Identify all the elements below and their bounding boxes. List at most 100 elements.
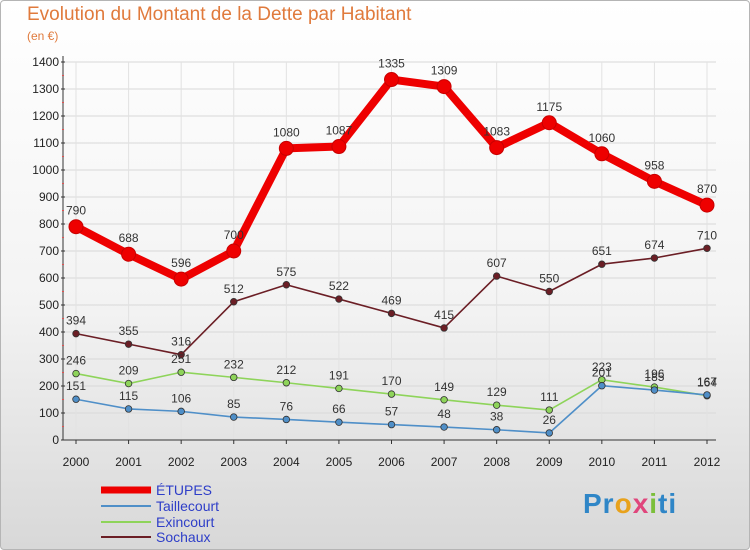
x-tick-label: 2008 xyxy=(483,455,510,469)
data-point xyxy=(492,401,501,409)
y-tick-label: 1200 xyxy=(32,109,59,123)
data-label: 115 xyxy=(119,389,138,403)
y-tick-label: 100 xyxy=(39,406,59,420)
data-point xyxy=(387,390,396,398)
data-point xyxy=(598,260,606,268)
data-label: 415 xyxy=(434,308,454,322)
data-point xyxy=(545,287,553,296)
x-tick-label: 2000 xyxy=(63,455,90,469)
data-point xyxy=(72,395,80,403)
data-point xyxy=(68,219,84,235)
legend-label: Sochaux xyxy=(156,529,210,545)
data-point xyxy=(594,146,610,162)
x-tick-label: 2001 xyxy=(115,455,142,469)
data-point xyxy=(440,423,448,431)
y-tick-label: 200 xyxy=(39,379,59,393)
data-label: 246 xyxy=(66,354,86,368)
data-label: 38 xyxy=(490,410,504,424)
data-point xyxy=(650,386,659,394)
logo-part: Pr xyxy=(583,488,615,519)
x-tick-label: 2012 xyxy=(694,455,721,469)
data-point xyxy=(124,379,133,388)
data-point xyxy=(124,405,133,413)
y-tick-label: 600 xyxy=(39,271,59,285)
data-point xyxy=(387,420,396,429)
data-point xyxy=(335,295,343,303)
data-label: 251 xyxy=(171,352,191,366)
data-point xyxy=(598,382,606,390)
data-point xyxy=(177,350,185,359)
data-point xyxy=(121,246,137,262)
data-label: 651 xyxy=(592,244,612,258)
data-label: 85 xyxy=(227,397,241,411)
y-tick-label: 0 xyxy=(52,433,59,447)
legend-label: ÉTUPES xyxy=(156,482,212,498)
data-point xyxy=(440,324,448,332)
y-tick-label: 1300 xyxy=(32,82,59,96)
data-point xyxy=(335,384,343,393)
data-point xyxy=(335,418,343,426)
y-tick-label: 1400 xyxy=(32,55,59,69)
data-label: 48 xyxy=(437,407,451,421)
data-point xyxy=(703,391,711,399)
y-tick-label: 900 xyxy=(39,190,59,204)
data-label: 394 xyxy=(66,314,86,328)
data-point xyxy=(177,368,185,376)
data-label: 688 xyxy=(119,231,139,245)
x-tick-label: 2010 xyxy=(588,455,615,469)
data-point xyxy=(489,140,505,156)
data-label: 512 xyxy=(224,282,244,296)
y-tick-label: 400 xyxy=(39,325,59,339)
data-label: 196 xyxy=(644,367,664,381)
data-point xyxy=(541,115,557,131)
data-point xyxy=(545,429,553,437)
data-point xyxy=(492,272,501,280)
data-label: 1335 xyxy=(378,57,405,71)
logo-part: x xyxy=(632,488,650,519)
data-label: 1060 xyxy=(588,131,615,145)
data-point xyxy=(230,413,238,421)
data-label: 129 xyxy=(487,385,507,399)
data-label: 958 xyxy=(644,158,664,172)
x-tick-label: 2005 xyxy=(326,455,353,469)
x-tick-label: 2003 xyxy=(220,455,247,469)
x-tick-label: 2002 xyxy=(168,455,195,469)
data-label: 111 xyxy=(540,390,559,404)
data-point xyxy=(226,243,242,259)
data-label: 170 xyxy=(381,374,401,388)
data-label: 1175 xyxy=(536,100,562,114)
logo-part: ti xyxy=(658,488,678,519)
data-label: 151 xyxy=(66,379,86,393)
data-label: 232 xyxy=(224,357,244,371)
data-label: 164 xyxy=(697,376,717,390)
proxiti-logo: Proxiti xyxy=(583,488,677,520)
data-point xyxy=(545,406,553,414)
data-label: 1309 xyxy=(431,64,458,78)
data-label: 212 xyxy=(276,363,296,377)
data-label: 223 xyxy=(592,360,612,374)
data-label: 596 xyxy=(171,256,191,270)
data-label: 790 xyxy=(66,204,86,218)
data-point xyxy=(173,271,189,287)
data-label: 674 xyxy=(644,238,664,252)
x-tick-label: 2011 xyxy=(642,455,668,469)
data-label: 26 xyxy=(543,413,557,427)
data-label: 209 xyxy=(119,364,139,378)
y-tick-label: 500 xyxy=(39,298,59,312)
data-point xyxy=(646,173,662,189)
data-point xyxy=(72,369,80,378)
data-point xyxy=(387,309,396,318)
x-tick-label: 2004 xyxy=(273,455,300,469)
logo-part: o xyxy=(614,488,633,519)
data-point xyxy=(440,396,448,404)
data-label: 710 xyxy=(697,228,717,242)
data-label: 355 xyxy=(119,324,139,338)
data-label: 167 xyxy=(697,375,717,389)
x-tick-label: 2007 xyxy=(431,455,458,469)
y-tick-label: 300 xyxy=(39,352,59,366)
data-label: 870 xyxy=(697,182,717,196)
data-point xyxy=(278,140,294,156)
data-label: 66 xyxy=(332,402,346,416)
data-label: 700 xyxy=(224,228,244,242)
data-point xyxy=(492,426,501,434)
